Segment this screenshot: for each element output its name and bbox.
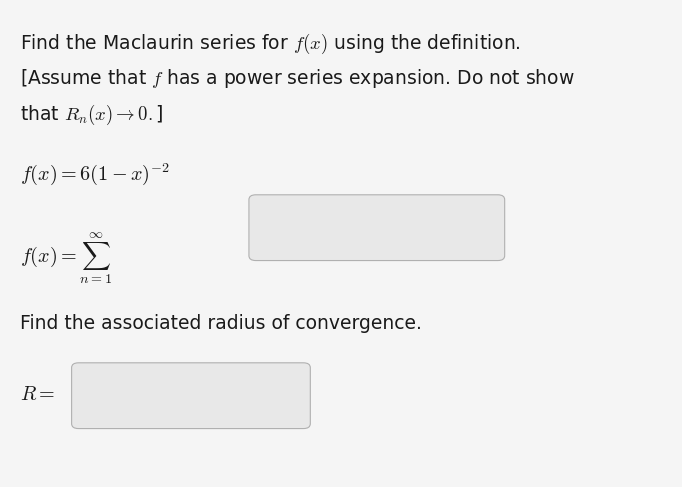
Text: $f(x) = \sum_{n=1}^{\infty}$: $f(x) = \sum_{n=1}^{\infty}$ [20,230,113,285]
FancyBboxPatch shape [72,363,310,429]
Text: $f(x) = 6(1-x)^{-2}$: $f(x) = 6(1-x)^{-2}$ [20,162,170,187]
Text: Find the associated radius of convergence.: Find the associated radius of convergenc… [20,314,422,333]
Text: Find the Maclaurin series for $f(x)$ using the definition.: Find the Maclaurin series for $f(x)$ usi… [20,32,521,56]
Text: $R =$: $R =$ [20,385,56,404]
Text: [Assume that $f$ has a power series expansion. Do not show: [Assume that $f$ has a power series expa… [20,67,575,90]
FancyBboxPatch shape [249,195,505,261]
Text: that $R_n(x) \rightarrow 0.$]: that $R_n(x) \rightarrow 0.$] [20,103,164,127]
